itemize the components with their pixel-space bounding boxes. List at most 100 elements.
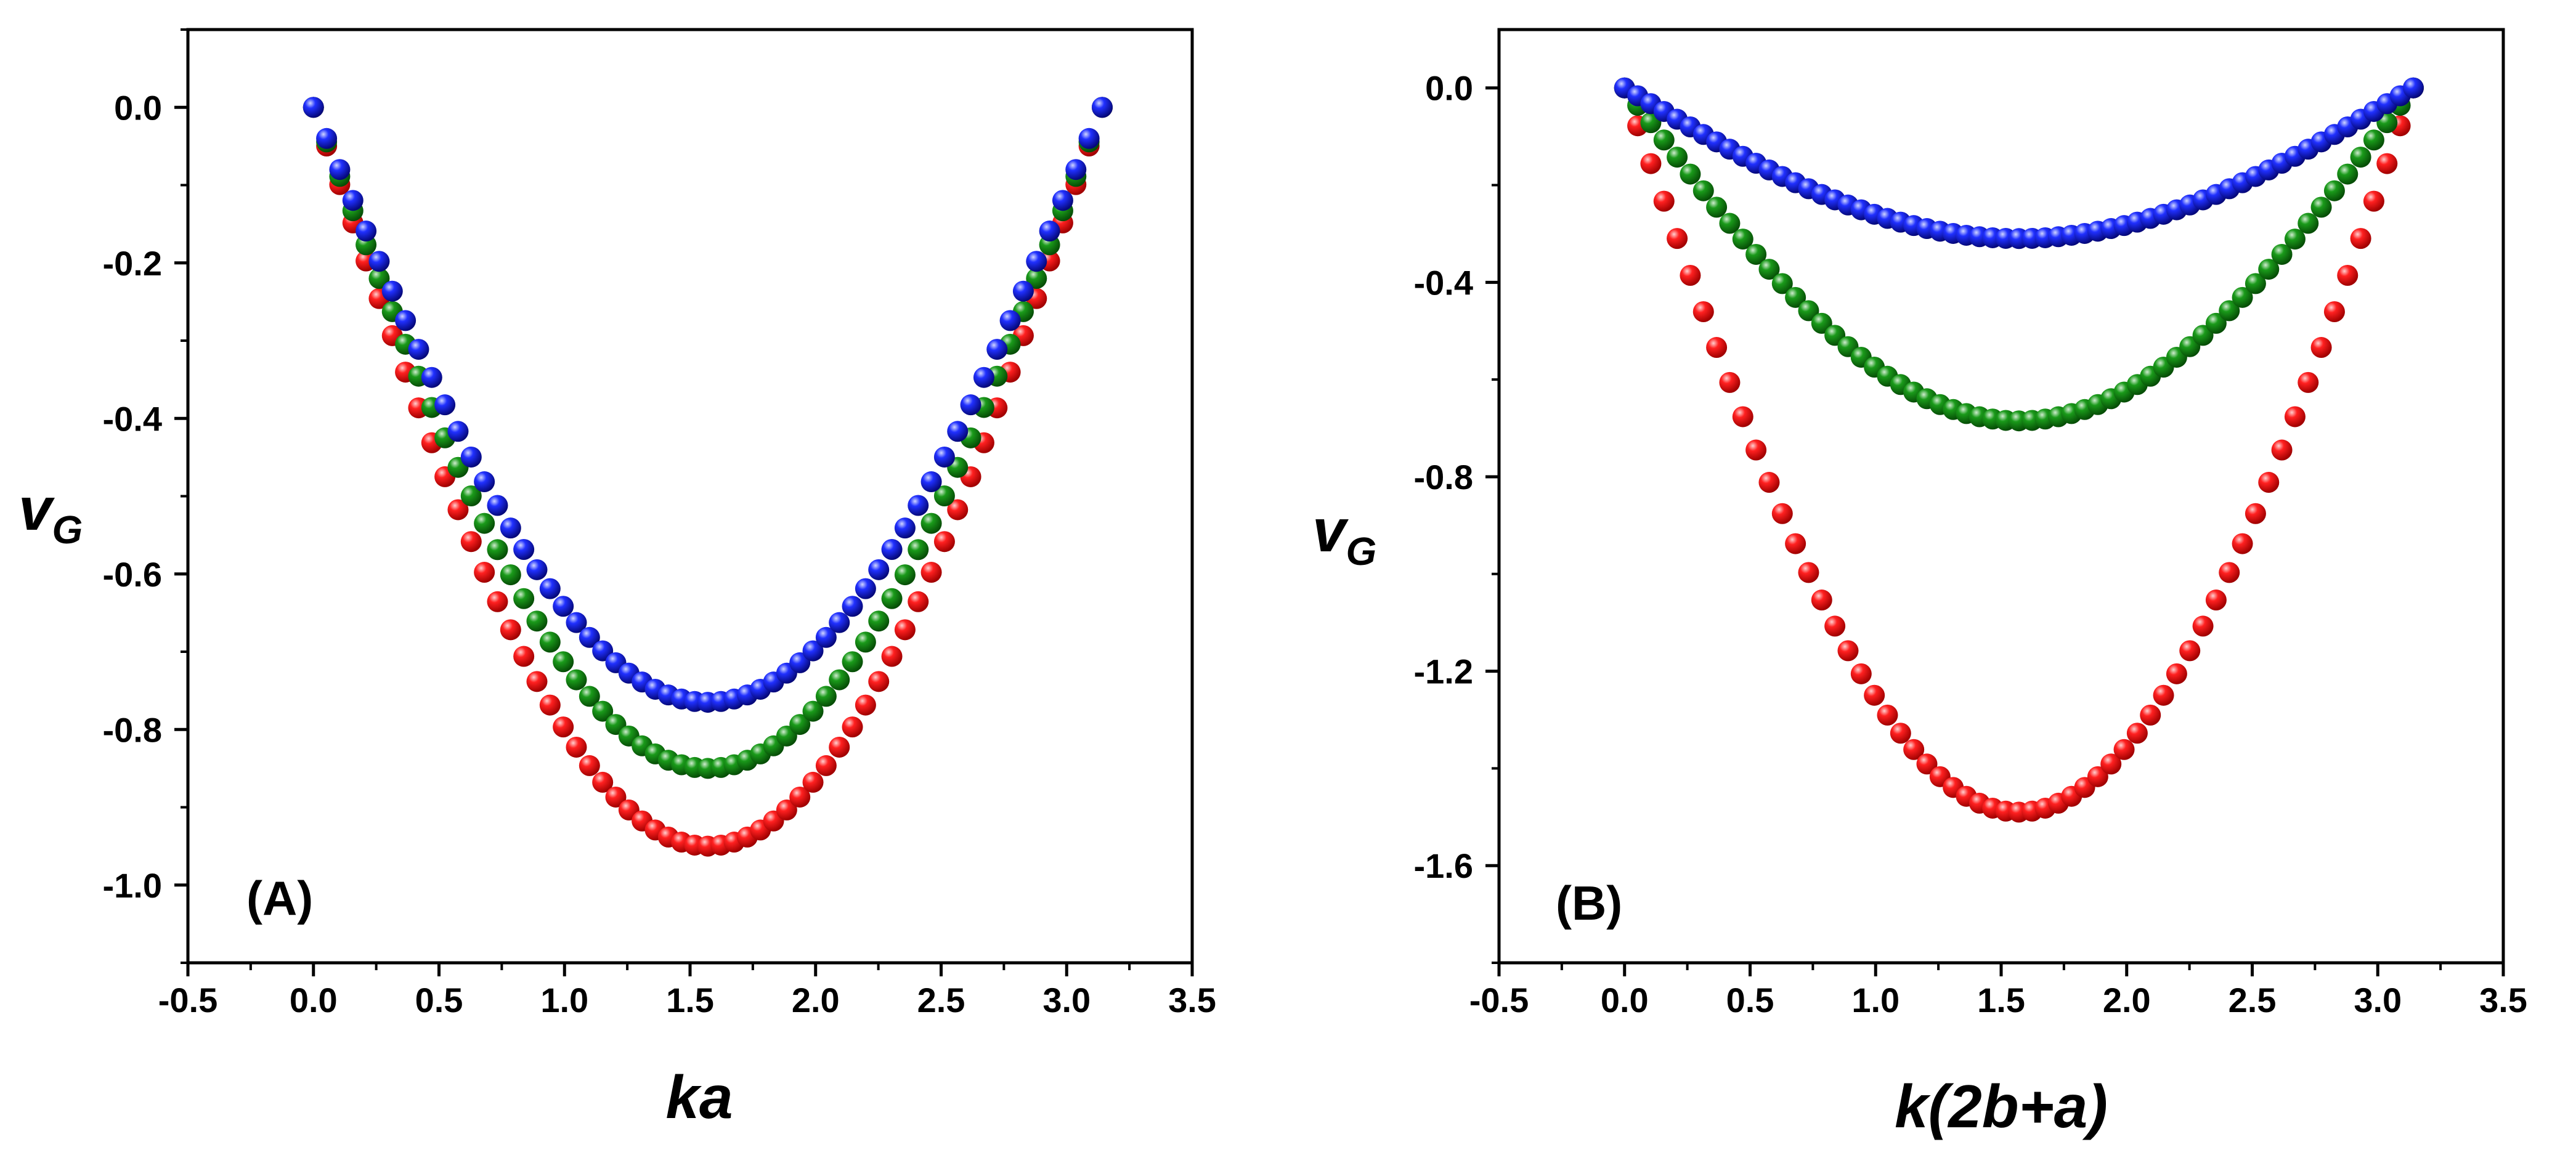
- y-tick-label: -1.6: [1414, 846, 1474, 885]
- point-red: [1890, 723, 1911, 744]
- point-red: [1785, 533, 1806, 554]
- point-red: [2100, 753, 2122, 775]
- point-green: [474, 513, 495, 534]
- y-axis-ticks: 0.0 -0.4 -0.8 -1.2 -1.6: [1414, 69, 1499, 964]
- point-green: [2363, 129, 2384, 151]
- x-tick-label: 0.0: [1601, 981, 1649, 1019]
- point-blue: [553, 596, 574, 617]
- y-tick-label: -0.8: [1414, 458, 1474, 496]
- point-red: [539, 694, 561, 716]
- x-axis-title: k(2b+a): [1895, 1072, 2108, 1140]
- point-red: [2087, 766, 2108, 787]
- y-axis-title-main: v: [1312, 496, 1349, 564]
- point-red: [868, 671, 890, 692]
- point-red: [894, 619, 916, 641]
- point-blue: [434, 394, 456, 416]
- y-tick-label: -1.2: [1414, 652, 1474, 691]
- point-red: [487, 591, 508, 612]
- point-green: [487, 539, 508, 561]
- point-blue: [960, 394, 981, 416]
- point-red: [526, 671, 548, 692]
- point-red: [1864, 684, 1885, 706]
- point-green: [802, 700, 824, 722]
- point-blue: [474, 471, 495, 493]
- point-red: [2192, 615, 2214, 637]
- point-green: [460, 485, 482, 507]
- point-red: [2153, 684, 2174, 706]
- x-tick-label: 3.5: [2479, 981, 2527, 1019]
- point-green: [1706, 197, 1728, 218]
- x-tick-label: 1.0: [1851, 981, 1899, 1019]
- point-green: [894, 564, 916, 586]
- point-blue: [973, 367, 994, 388]
- point-green: [2245, 273, 2266, 294]
- point-green: [2323, 180, 2345, 201]
- point-red: [1706, 337, 1728, 359]
- y-tick-label: 0.0: [1425, 69, 1473, 108]
- point-green: [1680, 163, 1701, 185]
- point-green: [815, 686, 837, 707]
- point-green: [855, 631, 876, 653]
- point-green: [1732, 229, 1753, 250]
- panel-a: -0.5 0.0 0.5 1.0 1.5 2.0 2.5 3.0 3.5 0.0 -0.2 -0.4…: [18, 28, 1216, 1131]
- point-blue: [303, 97, 324, 118]
- x-tick-label: 0.5: [1726, 981, 1774, 1019]
- point-red: [2298, 371, 2319, 393]
- point-blue: [868, 559, 890, 580]
- y-tick-label: -0.6: [103, 555, 163, 594]
- point-red: [1640, 153, 1662, 174]
- x-tick-label: 2.5: [2229, 981, 2277, 1019]
- point-green: [526, 610, 548, 632]
- point-blue: [329, 159, 351, 180]
- point-blue: [920, 471, 942, 493]
- x-tick-label: 3.5: [1168, 981, 1216, 1019]
- point-blue: [1065, 159, 1087, 180]
- x-axis-ticks: -0.5 0.0 0.5 1.0 1.5 2.0 2.5 3.0 3.5: [1469, 963, 2527, 1019]
- data-points: [1614, 77, 2424, 823]
- point-blue: [908, 495, 929, 516]
- point-red: [474, 562, 495, 583]
- point-red: [1680, 264, 1701, 286]
- point-green: [908, 539, 929, 561]
- point-blue: [566, 612, 587, 633]
- point-red: [1732, 406, 1753, 428]
- point-red: [2310, 337, 2332, 359]
- point-green: [1785, 286, 1806, 308]
- point-blue: [999, 310, 1021, 331]
- point-blue: [368, 251, 390, 272]
- x-axis-ticks: -0.5 0.0 0.5 1.0 1.5 2.0 2.5 3.0 3.5: [158, 963, 1216, 1019]
- point-green: [1798, 300, 1819, 322]
- panel-label-b: (B): [1556, 876, 1622, 930]
- y-axis-title-main: v: [18, 475, 55, 543]
- point-green: [789, 714, 811, 735]
- point-red: [1771, 503, 1793, 524]
- point-red: [566, 736, 587, 758]
- point-green: [1692, 180, 1714, 201]
- point-blue: [342, 190, 364, 211]
- point-red: [605, 786, 627, 808]
- point-green: [1026, 267, 1047, 289]
- point-red: [2205, 590, 2227, 611]
- data-points: [303, 97, 1113, 857]
- point-red: [1653, 190, 1675, 212]
- x-tick-label: 1.5: [666, 981, 714, 1019]
- point-red: [842, 716, 863, 738]
- point-green: [553, 651, 574, 673]
- point-green: [868, 610, 890, 632]
- point-blue: [1039, 221, 1060, 242]
- point-red: [2179, 640, 2201, 662]
- point-red: [855, 694, 876, 716]
- point-red: [1824, 615, 1846, 637]
- x-tick-label: 3.0: [1042, 981, 1091, 1019]
- point-blue: [460, 446, 482, 468]
- point-red: [2337, 264, 2359, 286]
- point-blue: [894, 517, 916, 539]
- point-green: [2232, 286, 2253, 308]
- point-red: [829, 736, 850, 758]
- point-blue: [947, 421, 969, 442]
- point-blue: [539, 578, 561, 599]
- point-blue: [881, 538, 903, 560]
- point-blue: [815, 626, 837, 648]
- point-green: [881, 588, 903, 609]
